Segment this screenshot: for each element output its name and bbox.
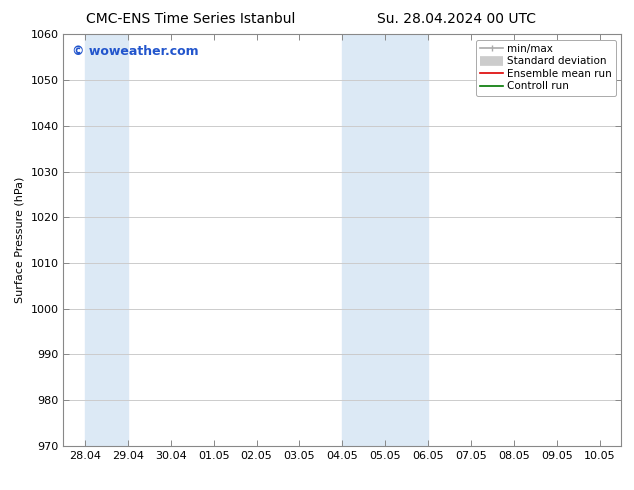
Text: CMC-ENS Time Series Istanbul: CMC-ENS Time Series Istanbul — [86, 12, 295, 26]
Bar — [85, 34, 128, 446]
Text: © woweather.com: © woweather.com — [72, 45, 198, 58]
Text: Su. 28.04.2024 00 UTC: Su. 28.04.2024 00 UTC — [377, 12, 536, 26]
Bar — [342, 34, 428, 446]
Legend: min/max, Standard deviation, Ensemble mean run, Controll run: min/max, Standard deviation, Ensemble me… — [476, 40, 616, 96]
Y-axis label: Surface Pressure (hPa): Surface Pressure (hPa) — [15, 177, 25, 303]
